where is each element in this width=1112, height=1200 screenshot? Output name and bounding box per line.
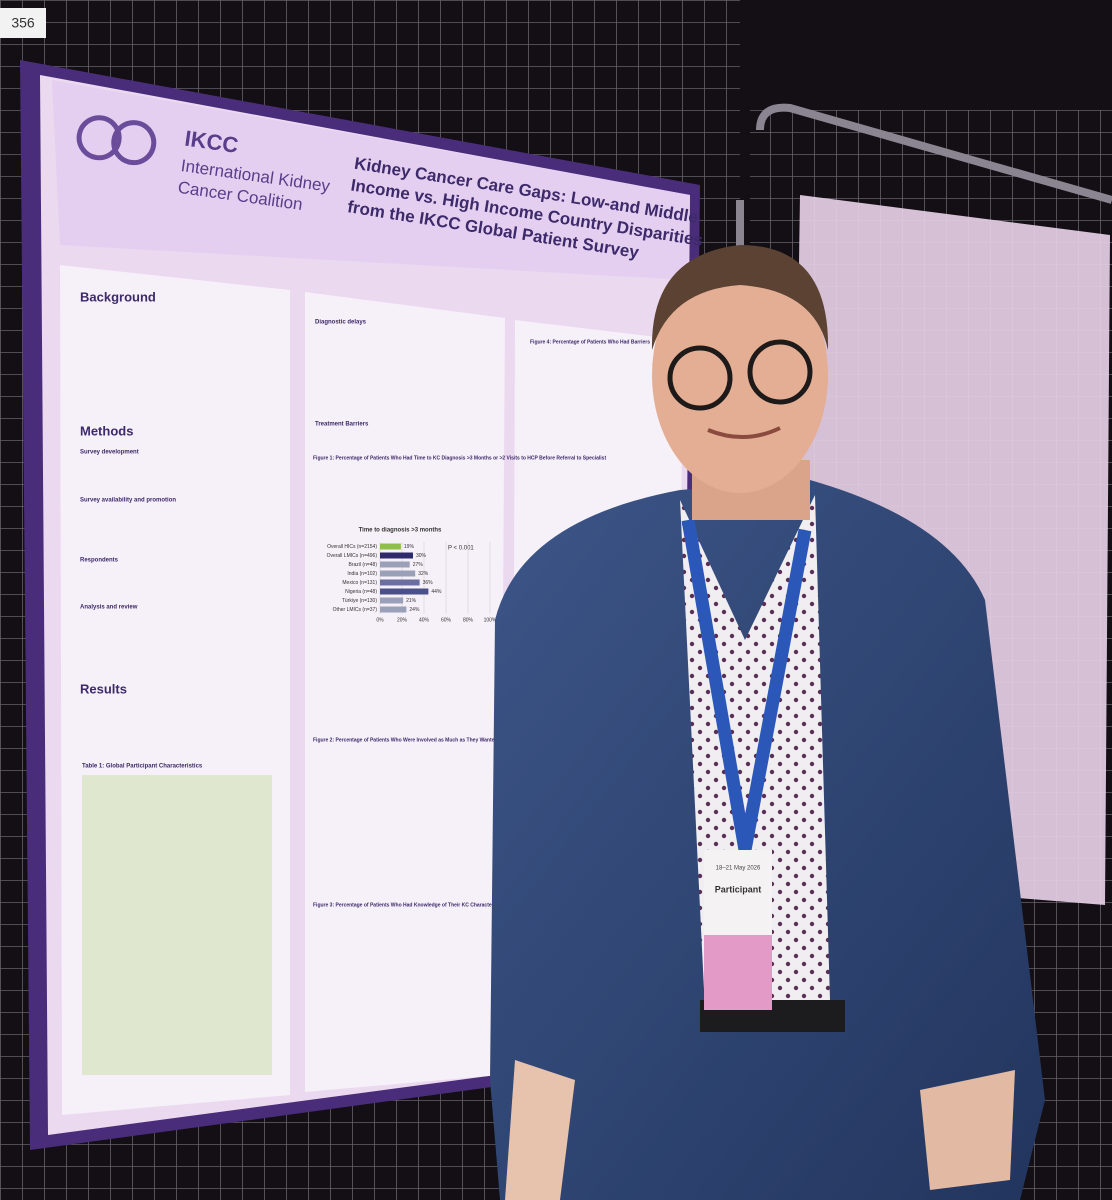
subsection: Survey availability and promotion — [80, 498, 176, 504]
figure-title: Figure 2: Percentage of Patients Who Wer… — [313, 737, 516, 743]
value-label: 30% — [416, 553, 427, 559]
y-tick-label: Other LMICs (n=37) — [333, 607, 378, 613]
value-label: 27% — [413, 562, 424, 568]
glasses — [667, 345, 733, 411]
figure-1: Time to diagnosis >3 months P < 0.001 0%… — [327, 528, 497, 624]
section-heading: Background — [80, 289, 156, 304]
bar — [380, 561, 410, 568]
bar — [380, 588, 429, 595]
logo-mark — [111, 120, 157, 166]
subsection: Analysis and review — [80, 605, 138, 611]
value-label: 32% — [418, 571, 429, 577]
y-tick-label: Brazil (n=48) — [349, 562, 378, 568]
bar — [380, 579, 420, 586]
smile — [707, 426, 781, 440]
glasses — [747, 339, 813, 405]
subsection: Treatment Barriers — [315, 422, 369, 428]
board-tag — [0, 8, 46, 38]
bar — [380, 597, 404, 604]
badge-band — [704, 935, 772, 1010]
bar — [380, 606, 407, 613]
face — [652, 257, 828, 493]
y-tick-label: Türkiye (n=130) — [342, 598, 377, 604]
x-tick-label: 40% — [419, 617, 430, 623]
table — [82, 775, 272, 1075]
value-label: 36% — [423, 580, 434, 586]
badge-dates: 18–21 May 2026 — [716, 866, 761, 872]
x-tick-label: 80% — [463, 617, 474, 623]
x-tick-label: 20% — [397, 617, 408, 623]
value-label: 19% — [404, 544, 415, 550]
bar — [380, 552, 413, 559]
subsection: Diagnostic delays — [315, 320, 367, 326]
column — [305, 292, 505, 1092]
table-title: Table 1: Global Participant Characterist… — [82, 764, 203, 770]
annotation: P < 0.001 — [448, 546, 474, 552]
figure-title: Figure 3: Percentage of Patients Who Had… — [313, 902, 574, 908]
x-tick-label: 100% — [484, 617, 497, 623]
y-tick-label: Mexico (n=131) — [342, 580, 377, 586]
hair — [651, 245, 829, 350]
board-number: 356 — [11, 15, 35, 31]
y-tick-label: Overall LMICs (n=496) — [327, 553, 378, 559]
section-heading: Methods — [80, 423, 133, 438]
value-label: 44% — [431, 589, 442, 595]
person: 18–21 May 2026 Participant — [490, 245, 1045, 1200]
subsection: Respondents — [80, 558, 119, 564]
y-tick-label: Overall HICs (n=2154) — [327, 544, 377, 550]
value-label: 24% — [409, 607, 420, 613]
badge-role: Participant — [715, 884, 762, 894]
bar — [380, 570, 416, 577]
x-tick-label: 0% — [376, 617, 384, 623]
hand — [920, 1070, 1015, 1190]
bar — [380, 543, 401, 550]
figure-title: Figure 4: Percentage of Patients Who Had… — [530, 339, 650, 345]
value-label: 21% — [406, 598, 417, 604]
x-tick-label: 60% — [441, 617, 452, 623]
chart-title: Time to diagnosis >3 months — [359, 528, 442, 534]
poster-header — [52, 80, 690, 280]
figure-title: Figure 1: Percentage of Patients Who Had… — [313, 455, 606, 461]
y-tick-label: Nigeria (n=48) — [345, 589, 377, 595]
logo-mark — [76, 115, 122, 161]
y-tick-label: India (n=102) — [347, 571, 377, 577]
hand — [505, 1060, 575, 1200]
section-heading: Results — [80, 681, 127, 696]
subsection: Survey development — [80, 450, 139, 456]
